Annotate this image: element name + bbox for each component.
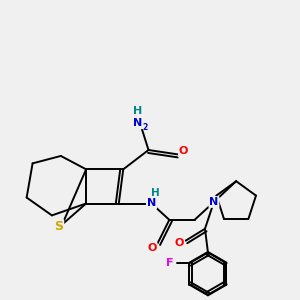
Text: 2: 2 xyxy=(142,123,148,132)
Text: S: S xyxy=(54,220,63,233)
Text: H: H xyxy=(134,106,143,116)
Text: O: O xyxy=(174,238,184,248)
Text: O: O xyxy=(179,146,188,157)
Text: N: N xyxy=(147,199,156,208)
Text: F: F xyxy=(166,258,173,268)
Text: N: N xyxy=(134,118,143,128)
Text: H: H xyxy=(151,188,159,198)
Text: O: O xyxy=(147,243,157,253)
Text: N: N xyxy=(209,197,218,207)
